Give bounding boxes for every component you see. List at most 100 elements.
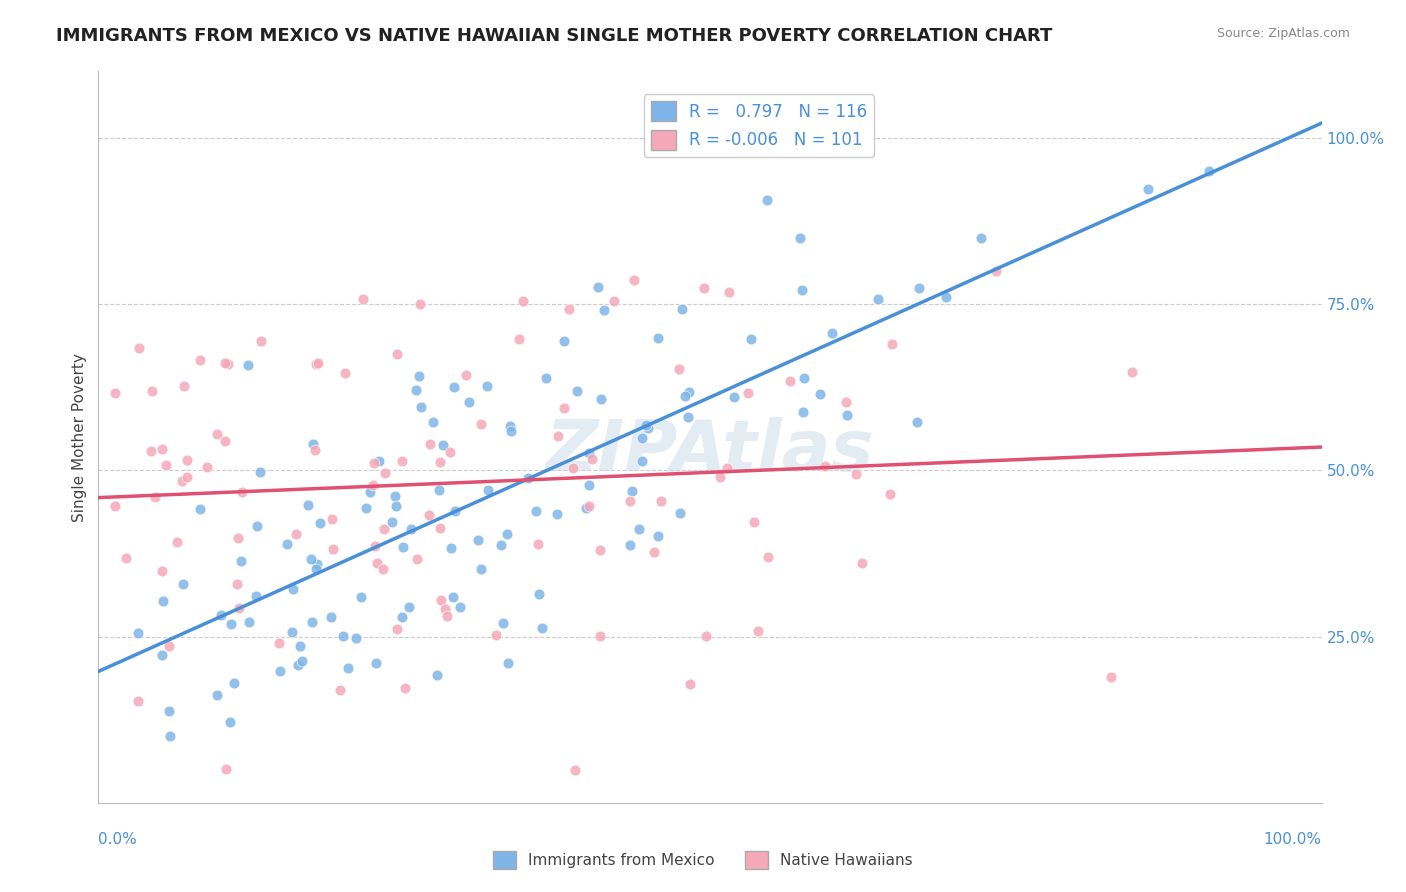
Point [219, 616, 242, 631]
Point [188, 352, 211, 367]
Point [603, 294, 626, 309]
Point [693, 281, 716, 295]
Point [671, 301, 693, 316]
Point [623, 273, 645, 287]
Text: ZIPAtlas: ZIPAtlas [546, 417, 875, 486]
Point [630, 431, 652, 445]
Point [409, 297, 432, 311]
Point [222, 676, 245, 690]
Point [619, 494, 641, 508]
Point [673, 389, 696, 403]
Point [935, 290, 957, 304]
Point [444, 503, 467, 517]
Point [524, 504, 547, 518]
Point [501, 424, 523, 438]
Point [333, 366, 356, 380]
Point [373, 561, 395, 575]
Point [793, 371, 815, 385]
Point [322, 542, 344, 557]
Point [837, 408, 859, 422]
Point [553, 401, 575, 416]
Y-axis label: Single Mother Poverty: Single Mother Poverty [72, 352, 87, 522]
Point [329, 683, 352, 698]
Point [249, 465, 271, 479]
Point [866, 292, 889, 306]
Point [128, 341, 150, 355]
Point [470, 417, 492, 431]
Point [821, 326, 844, 341]
Point [188, 502, 211, 516]
Point [399, 522, 422, 536]
Point [432, 438, 454, 452]
Point [1198, 164, 1220, 178]
Text: IMMIGRANTS FROM MEXICO VS NATIVE HAWAIIAN SINGLE MOTHER POVERTY CORRELATION CHAR: IMMIGRANTS FROM MEXICO VS NATIVE HAWAIIA… [56, 27, 1053, 45]
Point [291, 654, 314, 668]
Point [249, 334, 271, 349]
Point [755, 193, 778, 207]
Point [245, 589, 267, 603]
Point [634, 417, 657, 432]
Point [366, 556, 388, 570]
Point [305, 357, 328, 371]
Point [354, 501, 377, 516]
Point [441, 590, 464, 604]
Point [368, 454, 391, 468]
Point [363, 539, 385, 553]
Point [373, 522, 395, 536]
Point [492, 615, 515, 630]
Point [384, 489, 406, 503]
Point [385, 347, 408, 361]
Point [304, 443, 326, 458]
Point [214, 762, 236, 776]
Point [366, 657, 388, 671]
Text: Source: ZipAtlas.com: Source: ZipAtlas.com [1216, 27, 1350, 40]
Point [321, 609, 343, 624]
Point [214, 356, 236, 370]
Point [217, 357, 239, 371]
Point [1099, 669, 1122, 683]
Point [676, 410, 699, 425]
Point [668, 362, 690, 376]
Point [740, 332, 762, 346]
Point [336, 661, 359, 675]
Point [454, 368, 477, 383]
Point [835, 395, 858, 409]
Point [527, 536, 550, 550]
Point [385, 622, 408, 636]
Point [879, 486, 901, 500]
Point [565, 384, 588, 399]
Point [391, 454, 413, 468]
Point [737, 385, 759, 400]
Point [845, 467, 868, 481]
Point [790, 283, 813, 297]
Text: 100.0%: 100.0% [1264, 832, 1322, 847]
Point [422, 415, 444, 429]
Point [392, 540, 415, 554]
Point [562, 461, 585, 475]
Point [516, 471, 538, 485]
Point [385, 499, 408, 513]
Point [361, 478, 384, 492]
Point [647, 331, 669, 345]
Point [449, 600, 471, 615]
Point [470, 562, 492, 576]
Point [527, 586, 550, 600]
Point [332, 629, 354, 643]
Point [157, 704, 180, 718]
Point [283, 582, 305, 596]
Point [578, 477, 600, 491]
Point [756, 549, 779, 564]
Point [143, 490, 166, 504]
Point [427, 483, 450, 497]
Point [103, 499, 125, 513]
Point [152, 594, 174, 608]
Point [374, 467, 396, 481]
Point [269, 665, 291, 679]
Point [246, 518, 269, 533]
Point [297, 498, 319, 512]
Legend: R =   0.797   N = 116, R = -0.006   N = 101: R = 0.797 N = 116, R = -0.006 N = 101 [644, 95, 875, 157]
Point [575, 501, 598, 516]
Point [593, 303, 616, 318]
Point [170, 474, 193, 488]
Point [205, 427, 228, 442]
